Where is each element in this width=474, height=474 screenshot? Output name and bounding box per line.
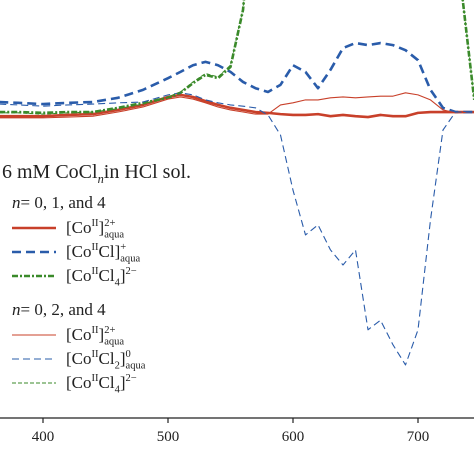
legend-label-part: [Co xyxy=(66,266,92,285)
legend-label: [Co II] 2+aqua xyxy=(66,325,124,347)
legend-label-part: aqua xyxy=(104,229,124,240)
legend-label-part: 0 xyxy=(126,349,131,360)
series-line xyxy=(0,92,474,119)
series-line xyxy=(0,41,474,114)
legend-label-part: 2− xyxy=(126,373,137,384)
legend-label-part: II xyxy=(92,266,100,277)
legend-label-part: [Co xyxy=(66,242,92,261)
legend-label-part: [Co xyxy=(66,218,92,237)
legend-label-part: [Co xyxy=(66,349,92,368)
legend-label-part: 2− xyxy=(126,266,137,277)
legend-label: [Co II Cl 4] 2− xyxy=(66,266,137,288)
legend-title-part: in HCl sol. xyxy=(104,161,191,183)
legend-label-part: ] xyxy=(120,349,126,368)
legend-label: [Co II] 2+aqua xyxy=(66,218,124,240)
series-line xyxy=(0,93,474,119)
legend-label-part: Cl xyxy=(99,266,115,285)
legend-label: [Co II Cl 4] 2− xyxy=(66,373,137,395)
x-tick-label: 700 xyxy=(407,429,430,445)
series-line xyxy=(0,0,474,115)
legend-label-part: II xyxy=(92,242,100,253)
legend-title: 6 mM CoCl n in HCl sol. xyxy=(2,161,191,186)
legend-label-part: 4 xyxy=(115,277,121,288)
series-line xyxy=(0,0,474,115)
legend-label-part: 2 xyxy=(115,360,120,371)
legend-subtitle-part: n xyxy=(12,193,21,212)
legend-subtitle-part: = 0, 1, and 4 xyxy=(21,193,107,212)
legend-label-part: II xyxy=(92,218,100,229)
legend-label-part: [Co xyxy=(66,373,92,392)
legend-label-part: ] xyxy=(99,218,105,237)
legend-label-part: Cl xyxy=(99,349,115,368)
legend-label-part: ] xyxy=(99,325,105,344)
legend-label-part: + xyxy=(120,242,126,253)
legend-label-part: II xyxy=(92,349,100,360)
x-tick-label: 600 xyxy=(282,429,305,445)
legend-label-part: 2+ xyxy=(104,218,115,229)
x-tick-label: 400 xyxy=(32,429,55,445)
legend-subtitle-part: = 0, 2, and 4 xyxy=(21,300,107,319)
legend-subtitle: n = 0, 2, and 4 xyxy=(12,300,106,319)
legend-label-part: aqua xyxy=(104,336,124,347)
x-tick-label: 500 xyxy=(157,429,180,445)
legend-label-part: ] xyxy=(120,266,126,285)
legend-label-part: aqua xyxy=(120,253,140,264)
legend-subtitle: n = 0, 1, and 4 xyxy=(12,193,106,212)
legend-label-part: II xyxy=(92,325,100,336)
legend-label-part: ] xyxy=(120,373,126,392)
series-line xyxy=(0,92,474,366)
legend-label-part: 4 xyxy=(115,384,121,395)
legend-title-part: n xyxy=(98,172,104,186)
legend-label-part: 2+ xyxy=(104,325,115,336)
legend-title-part: 6 mM CoCl xyxy=(2,161,98,183)
legend-subtitle-part: n xyxy=(12,300,21,319)
legend-label-part: Cl xyxy=(99,373,115,392)
legend-label: [Co II Cl] +aqua xyxy=(66,242,140,264)
legend-label-part: aqua xyxy=(126,360,146,371)
legend-label-part: [Co xyxy=(66,325,92,344)
legend-label-part: Cl] xyxy=(99,242,121,261)
legend-label-part: II xyxy=(92,373,100,384)
